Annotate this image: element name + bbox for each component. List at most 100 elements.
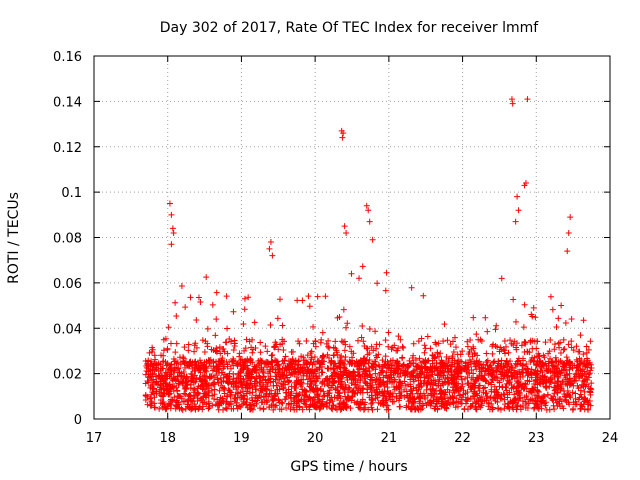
- data-point: [340, 306, 347, 313]
- data-point: [416, 355, 423, 362]
- data-point: [373, 341, 380, 348]
- data-point: [181, 390, 188, 397]
- data-point: [580, 351, 587, 358]
- data-point: [266, 245, 273, 252]
- data-point: [534, 368, 541, 375]
- data-point: [574, 364, 581, 371]
- data-point: [291, 384, 298, 391]
- data-point: [384, 360, 391, 367]
- data-point: [395, 345, 402, 352]
- data-point: [387, 378, 394, 385]
- data-point: [401, 394, 408, 401]
- data-point: [441, 378, 448, 385]
- data-point: [374, 354, 381, 361]
- data-point: [149, 400, 156, 407]
- data-point: [173, 340, 180, 347]
- data-point: [512, 318, 519, 325]
- data-point: [433, 341, 440, 348]
- data-point: [202, 381, 209, 388]
- data-point: [193, 317, 200, 324]
- data-point: [279, 400, 286, 407]
- data-point: [329, 378, 336, 385]
- data-point: [474, 392, 481, 399]
- data-point: [341, 369, 348, 376]
- data-point: [393, 363, 400, 370]
- data-point: [474, 352, 481, 359]
- data-point: [360, 385, 367, 392]
- data-point: [475, 375, 482, 382]
- data-point: [274, 315, 281, 322]
- data-point: [489, 405, 496, 412]
- data-point: [521, 182, 528, 189]
- data-point: [550, 402, 557, 409]
- data-point: [558, 302, 565, 309]
- data-point: [471, 380, 478, 387]
- data-point: [508, 363, 515, 370]
- data-point: [583, 355, 590, 362]
- data-point: [189, 365, 196, 372]
- data-point: [221, 390, 228, 397]
- data-point: [213, 316, 220, 323]
- data-point: [555, 340, 562, 347]
- data-point: [326, 345, 333, 352]
- data-point: [524, 404, 531, 411]
- data-point: [299, 297, 306, 304]
- data-point: [586, 359, 593, 366]
- data-point: [230, 308, 237, 315]
- data-point: [295, 338, 302, 345]
- data-point: [457, 392, 464, 399]
- data-point: [435, 340, 442, 347]
- data-point: [505, 400, 512, 407]
- data-point: [567, 380, 574, 387]
- data-point: [581, 388, 588, 395]
- data-point: [440, 382, 447, 389]
- data-point: [450, 348, 457, 355]
- data-point: [187, 398, 194, 405]
- data-point: [261, 361, 268, 368]
- data-point: [514, 403, 521, 410]
- data-point: [339, 134, 346, 141]
- data-point: [338, 380, 345, 387]
- data-point: [303, 389, 310, 396]
- x-tick-label: 22: [454, 431, 471, 446]
- data-point: [366, 325, 373, 332]
- data-point: [418, 335, 425, 342]
- data-point: [368, 376, 375, 383]
- data-point: [537, 381, 544, 388]
- data-point: [234, 405, 241, 412]
- data-point: [515, 207, 522, 214]
- data-point: [437, 367, 444, 374]
- data-point: [534, 374, 541, 381]
- y-tick-label: 0.14: [53, 95, 82, 110]
- data-point: [516, 389, 523, 396]
- data-point: [422, 395, 429, 402]
- data-point: [510, 406, 517, 413]
- data-point: [489, 376, 496, 383]
- data-point: [383, 393, 390, 400]
- data-point: [394, 370, 401, 377]
- data-point: [569, 406, 576, 413]
- data-point: [368, 400, 375, 407]
- data-point: [280, 360, 287, 367]
- data-point: [409, 391, 416, 398]
- data-point: [195, 404, 202, 411]
- data-point: [249, 349, 256, 356]
- data-point: [252, 345, 259, 352]
- data-point: [338, 405, 345, 412]
- data-point: [408, 284, 415, 291]
- data-point: [319, 396, 326, 403]
- data-point: [470, 358, 477, 365]
- data-point: [451, 389, 458, 396]
- data-point: [411, 395, 418, 402]
- data-point: [262, 376, 269, 383]
- data-point: [573, 343, 580, 350]
- data-point: [350, 376, 357, 383]
- data-point: [152, 404, 159, 411]
- data-point: [175, 380, 182, 387]
- data-point: [357, 357, 364, 364]
- data-point: [524, 96, 531, 103]
- data-point: [472, 406, 479, 413]
- data-point: [576, 348, 583, 355]
- data-point: [398, 367, 405, 374]
- data-point: [304, 376, 311, 383]
